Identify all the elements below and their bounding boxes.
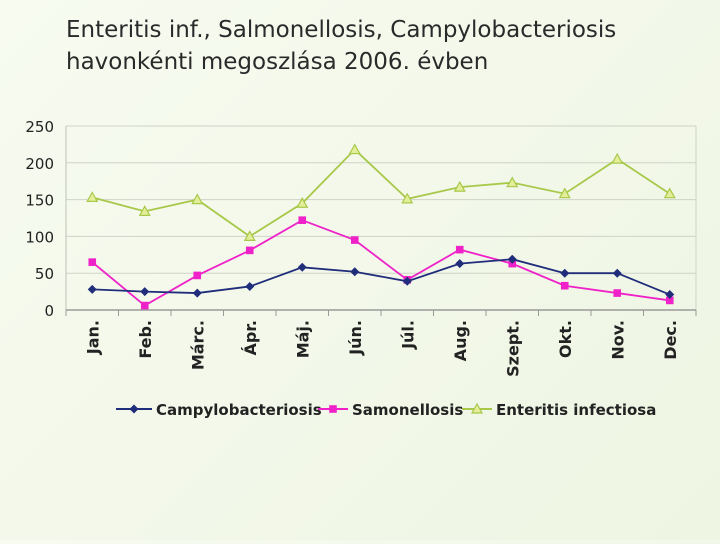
x-tick-label: Feb. bbox=[136, 320, 155, 359]
point-enteritis-infectiosa bbox=[401, 192, 414, 204]
x-tick-label: Okt. bbox=[556, 320, 575, 358]
x-tick-label: Szept. bbox=[503, 320, 522, 377]
point-campylobacteriosis bbox=[297, 262, 307, 272]
y-tick-label: 150 bbox=[25, 192, 54, 210]
point-samonellosis bbox=[88, 258, 97, 266]
grid-layer bbox=[66, 125, 696, 274]
x-tick-label: Júl. bbox=[398, 320, 417, 350]
x-tick-label: Jan. bbox=[83, 320, 102, 355]
legend-marker bbox=[129, 404, 139, 414]
legend-item-enteritis-infectiosa: Enteritis infectiosa bbox=[462, 401, 656, 419]
point-enteritis-infectiosa bbox=[86, 191, 99, 202]
series-campylobacteriosis bbox=[87, 254, 675, 300]
series-layer bbox=[86, 143, 676, 310]
point-samonellosis bbox=[350, 236, 359, 244]
legend-marker bbox=[329, 405, 337, 413]
point-campylobacteriosis bbox=[245, 281, 255, 291]
point-samonellosis bbox=[193, 271, 202, 280]
point-samonellosis bbox=[298, 216, 307, 225]
axis-layer: 0 50 100 150 200 250 Jan. Feb. Márc. Ápr. Máj. Jún.… bbox=[25, 118, 697, 377]
point-enteritis-infectiosa bbox=[243, 230, 256, 241]
slide-title-line-1: Enteritis inf., Salmonellosis, Campyloba… bbox=[66, 17, 617, 43]
point-samonellosis bbox=[140, 301, 149, 310]
series-line-enteritis-infectiosa bbox=[92, 148, 671, 238]
point-enteritis-infectiosa bbox=[453, 180, 466, 192]
y-tick-label: 50 bbox=[35, 265, 54, 283]
legend-label: Campylobacteriosis bbox=[156, 401, 322, 419]
point-enteritis-infectiosa bbox=[348, 143, 361, 155]
point-enteritis-infectiosa bbox=[191, 193, 204, 205]
point-campylobacteriosis bbox=[87, 284, 97, 294]
y-tick-label: 0 bbox=[44, 302, 54, 320]
point-campylobacteriosis bbox=[140, 287, 150, 297]
slide-title-line-2: havonkénti megoszlása 2006. évben bbox=[66, 49, 489, 75]
point-enteritis-infectiosa bbox=[506, 176, 519, 188]
point-enteritis-infectiosa bbox=[663, 187, 676, 199]
slide-title: Enteritis inf., Salmonellosis, Campyloba… bbox=[66, 14, 706, 78]
y-tick-label: 100 bbox=[25, 228, 54, 246]
point-campylobacteriosis bbox=[350, 267, 360, 277]
x-tick-label: Ápr. bbox=[241, 320, 260, 356]
legend-item-campylobacteriosis: Campylobacteriosis bbox=[116, 401, 322, 419]
x-tick-label: Aug. bbox=[451, 320, 470, 361]
legend-marker bbox=[470, 402, 484, 414]
point-samonellosis bbox=[613, 289, 622, 297]
legend-layer: Campylobacteriosis Samonellosis Enteritis … bbox=[116, 401, 656, 419]
y-tick-label: 200 bbox=[25, 155, 54, 173]
x-tick-label: Márc. bbox=[188, 320, 207, 370]
legend-item-samonellosis: Samonellosis bbox=[318, 401, 463, 419]
legend-label: Enteritis infectiosa bbox=[496, 401, 656, 419]
x-tick-label: Jún. bbox=[346, 320, 365, 356]
series-line-samonellosis bbox=[91, 219, 670, 307]
point-campylobacteriosis bbox=[455, 259, 465, 269]
point-campylobacteriosis bbox=[665, 290, 675, 300]
x-tick-label: Dec. bbox=[661, 320, 680, 360]
x-tick-label: Máj. bbox=[293, 320, 312, 358]
series-enteritis-infectiosa bbox=[86, 143, 676, 241]
point-campylobacteriosis bbox=[402, 276, 412, 286]
x-tick-label: Nov. bbox=[608, 320, 627, 360]
legend-label: Samonellosis bbox=[352, 401, 463, 419]
point-enteritis-infectiosa bbox=[611, 152, 624, 164]
series-samonellosis bbox=[88, 216, 674, 310]
point-enteritis-infectiosa bbox=[558, 187, 571, 199]
point-enteritis-infectiosa bbox=[138, 205, 151, 216]
y-tick-label: 250 bbox=[25, 118, 54, 136]
point-campylobacteriosis bbox=[612, 268, 622, 278]
point-samonellosis bbox=[455, 245, 464, 254]
point-campylobacteriosis bbox=[560, 268, 570, 278]
point-campylobacteriosis bbox=[507, 254, 517, 264]
point-samonellosis bbox=[665, 296, 674, 305]
series-line-campylobacteriosis bbox=[92, 258, 671, 296]
point-campylobacteriosis bbox=[192, 288, 202, 298]
point-samonellosis bbox=[560, 281, 569, 290]
point-enteritis-infectiosa bbox=[296, 197, 309, 208]
point-samonellosis bbox=[245, 246, 254, 255]
